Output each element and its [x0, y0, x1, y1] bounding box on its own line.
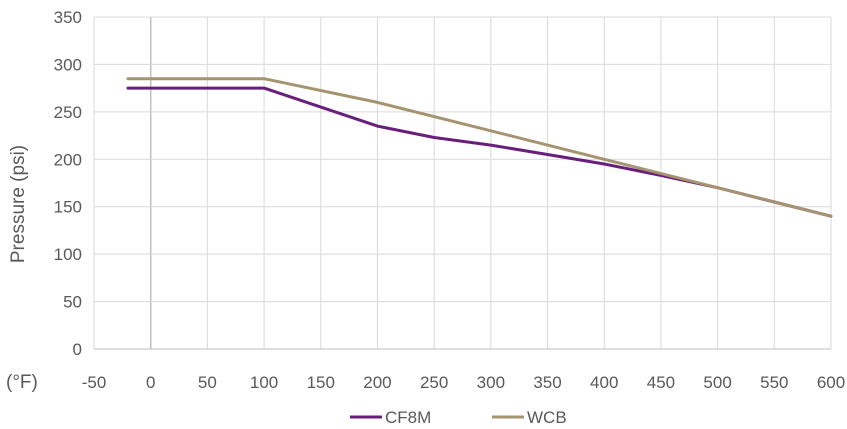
x-tick-label: 200 [363, 373, 391, 392]
x-axis-unit-label: (°F) [6, 372, 38, 393]
series-lines [126, 77, 833, 218]
x-tick-label: 100 [250, 373, 278, 392]
x-tick-label: 550 [760, 373, 788, 392]
x-tick-label: 500 [703, 373, 731, 392]
series-line-cf8m [126, 86, 833, 218]
y-tick-label: 200 [54, 150, 82, 169]
x-tick-label: 300 [477, 373, 505, 392]
legend-label: CF8M [385, 408, 431, 427]
x-tick-label: 600 [817, 373, 845, 392]
series-line-wcb [126, 77, 833, 218]
x-tick-label: -50 [82, 373, 107, 392]
legend-label: WCB [527, 408, 567, 427]
x-tick-label: 400 [590, 373, 618, 392]
y-tick-label: 300 [54, 55, 82, 74]
y-tick-label: 250 [54, 103, 82, 122]
x-tick-label: 50 [198, 373, 217, 392]
y-tick-label: 100 [54, 245, 82, 264]
x-tick-label: 350 [533, 373, 561, 392]
legend: CF8M WCB [350, 408, 567, 427]
y-tick-label: 150 [54, 198, 82, 217]
x-tick-label: 150 [307, 373, 335, 392]
y-tick-label: 50 [63, 293, 82, 312]
x-tick-label: 0 [146, 373, 155, 392]
y-tick-label: 0 [73, 340, 82, 359]
x-tick-label: 450 [647, 373, 675, 392]
x-tick-label: 250 [420, 373, 448, 392]
y-axis-label: Pressure (psi) [8, 145, 29, 263]
tick-labels: -50 0 50 100 150 200 250 300 350 400 450 500 550 6000… [54, 8, 846, 392]
grid-lines [93, 16, 832, 350]
y-tick-label: 350 [54, 8, 82, 27]
